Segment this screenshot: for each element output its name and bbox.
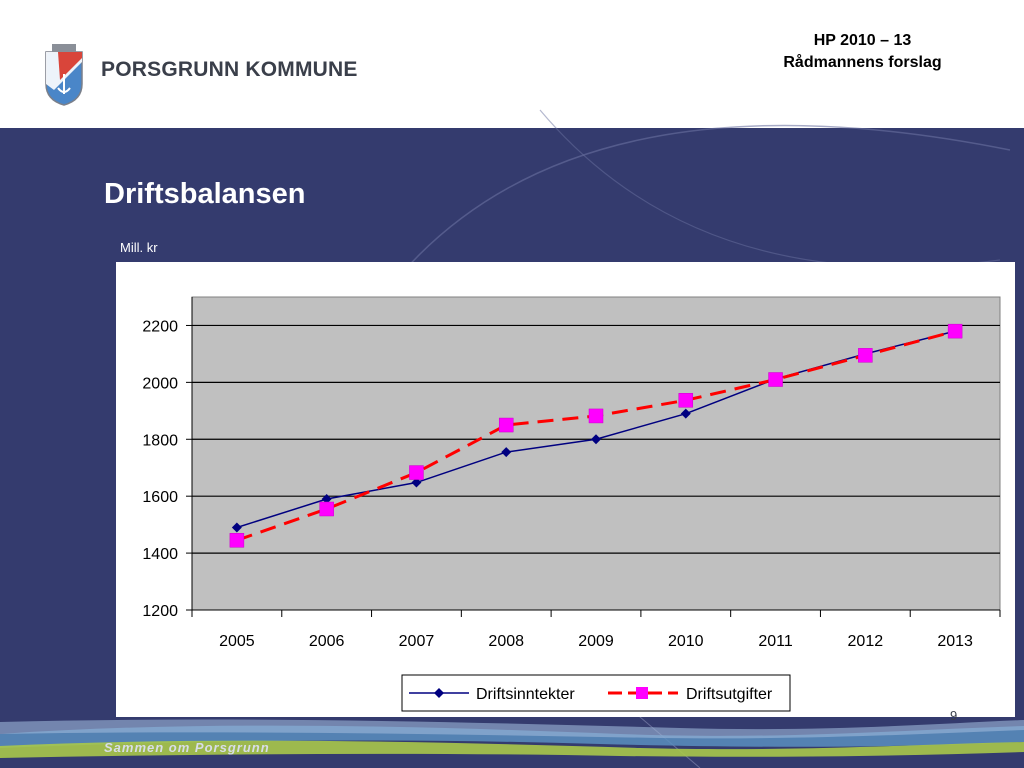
plan-line-2: Rådmannens forslag <box>783 54 942 71</box>
x-tick-label-2013: 2013 <box>937 633 973 650</box>
point-driftsutgifter-2008 <box>498 417 514 433</box>
x-tick-label-2008: 2008 <box>488 633 524 650</box>
x-tick-label-2009: 2009 <box>578 633 614 650</box>
unit-label: Mill. kr <box>120 240 158 255</box>
point-driftsinntekter-2006 <box>321 494 332 505</box>
point-driftsutgifter-2010 <box>678 393 694 408</box>
brand-name: PORSGRUNN KOMMUNE <box>101 58 358 81</box>
header-band <box>0 0 1024 128</box>
coat-of-arms-logo <box>45 44 83 106</box>
y-tick-label: 1200 <box>142 603 178 620</box>
x-tick-label-2011: 2011 <box>758 633 793 650</box>
legend-marker-driftsinntekter <box>434 688 444 698</box>
point-driftsutgifter-2013 <box>947 323 963 339</box>
point-driftsutgifter-2005 <box>229 533 245 548</box>
y-tick-label: 2000 <box>142 375 178 392</box>
x-tick-label-2012: 2012 <box>848 633 884 650</box>
point-driftsinntekter-2005 <box>231 522 242 533</box>
y-tick-label: 1600 <box>142 489 178 506</box>
legend-label-driftsutgifter: Driftsutgifter <box>686 686 773 703</box>
x-tick-label-2007: 2007 <box>399 633 435 650</box>
y-tick-label: 1800 <box>142 432 178 449</box>
plan-line-1: HP 2010 – 13 <box>813 32 912 49</box>
point-driftsinntekter-2009 <box>591 434 601 445</box>
line-chart: 1200 1400 1600 1800 2000 2200 2005 2006 2007 2008… <box>142 296 1001 712</box>
slide-title: Driftsbalansen <box>104 178 306 210</box>
legend-label-driftsinntekter: Driftsinntekter <box>476 686 575 703</box>
x-tick-label-2006: 2006 <box>309 633 345 650</box>
x-tick-label-2010: 2010 <box>668 633 704 650</box>
point-driftsinntekter-2010 <box>680 408 691 419</box>
legend-marker-driftsutgifter <box>636 687 648 699</box>
y-tick-label: 2200 <box>142 318 178 335</box>
point-driftsutgifter-2011 <box>768 372 783 387</box>
point-driftsinntekter-2007 <box>411 477 422 488</box>
y-tick-label: 1400 <box>142 546 178 563</box>
plan-heading: HP 2010 – 13 Rådmannens forslag <box>740 30 985 74</box>
point-driftsutgifter-2006 <box>319 501 334 517</box>
point-driftsutgifter-2007 <box>409 465 424 480</box>
footer-tagline: Sammen om Porsgrunn <box>104 740 270 755</box>
point-driftsutgifter-2012 <box>858 348 873 363</box>
plot-area <box>191 296 1001 611</box>
point-driftsutgifter-2009 <box>588 408 604 424</box>
point-driftsinntekter-2008 <box>501 447 512 458</box>
chart-panel: 1200 1400 1600 1800 2000 2200 2005 2006 2007 2008… <box>116 262 1015 717</box>
page-number: 9 <box>950 708 958 723</box>
x-tick-label-2005: 2005 <box>219 633 255 650</box>
